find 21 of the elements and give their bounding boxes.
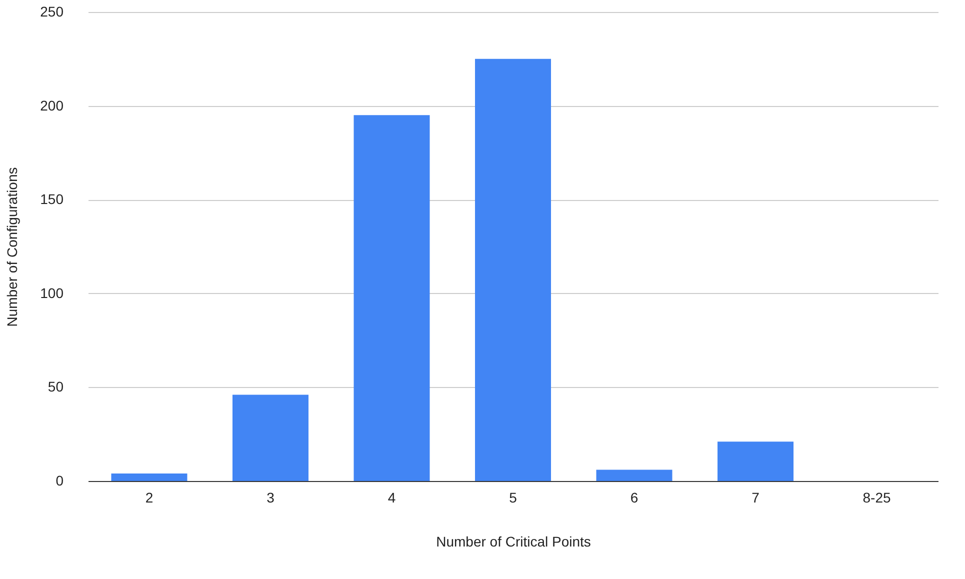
bar [475, 58, 551, 481]
y-axis-title: Number of Configurations [4, 167, 20, 327]
x-tick-label: 5 [509, 490, 518, 506]
y-tick-label: 100 [40, 284, 64, 301]
y-tick-label: 0 [56, 472, 64, 488]
x-tick-label: 3 [266, 490, 275, 506]
bar [232, 394, 308, 481]
x-tick-label: 2 [145, 490, 154, 506]
y-tick-label: 50 [48, 378, 64, 395]
bar [354, 115, 430, 481]
bar [596, 470, 672, 481]
bar [111, 473, 188, 481]
x-tick-label: 6 [630, 490, 638, 506]
y-tick-label: 250 [40, 4, 64, 20]
x-tick-label: 8-25 [862, 490, 891, 506]
y-tick-label: 150 [40, 191, 64, 208]
bar [718, 442, 794, 481]
x-tick-label: 4 [388, 490, 396, 506]
x-tick-label: 7 [752, 490, 760, 506]
x-axis-title: Number of Critical Points [436, 534, 591, 550]
y-tick-label: 200 [40, 97, 64, 114]
